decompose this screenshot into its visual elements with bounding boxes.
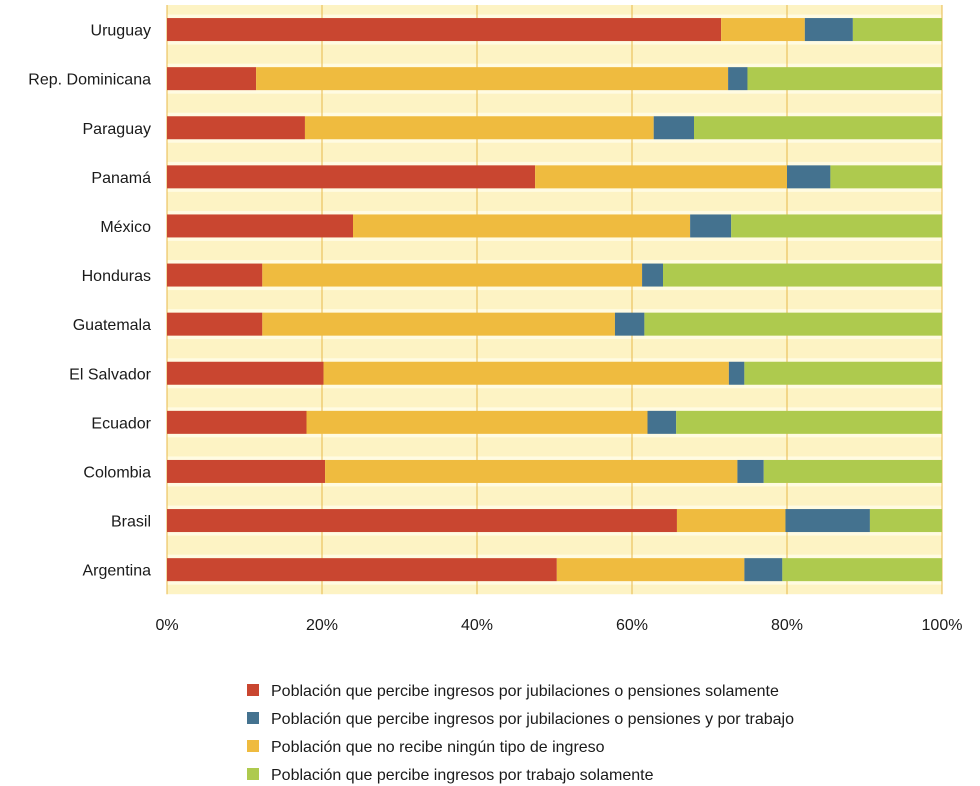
- category-label: Uruguay: [91, 23, 151, 40]
- x-tick-label: 0%: [155, 617, 178, 634]
- bar-segment: [676, 410, 942, 434]
- x-tick-labels: 0% 20% 40% 60% 80% 100%: [155, 617, 962, 634]
- bar-segment: [830, 165, 942, 189]
- bar-segment: [663, 263, 942, 287]
- category-labels: Uruguay Rep. Dominicana Paraguay Panamá Méxi…: [28, 23, 151, 580]
- bar-segment: [304, 116, 654, 140]
- legend-label: Población que percibe ingresos por traba…: [271, 767, 654, 784]
- x-tick-label: 80%: [771, 617, 803, 634]
- bar-segment: [728, 67, 748, 91]
- bar-segment: [262, 263, 643, 287]
- bar-segment: [644, 312, 942, 336]
- bar-segment: [167, 509, 677, 533]
- bar-segment: [647, 410, 677, 434]
- legend-swatch: [247, 684, 259, 696]
- bar-segment: [167, 410, 307, 434]
- bar-segment: [744, 361, 942, 385]
- x-tick-label: 100%: [922, 617, 963, 634]
- legend-label: Población que percibe ingresos por jubil…: [271, 683, 779, 700]
- bar-segment: [556, 558, 745, 582]
- bar-segment: [614, 312, 645, 336]
- legend: Población que percibe ingresos por jubil…: [247, 683, 794, 784]
- bar-segment: [167, 214, 353, 238]
- bar-segment: [323, 361, 729, 385]
- plot-area: [167, 5, 942, 595]
- bar-segment: [306, 410, 648, 434]
- bar-segment: [262, 312, 615, 336]
- bar-segment: [690, 214, 732, 238]
- bar-segment: [167, 165, 536, 189]
- bar-segment: [167, 361, 324, 385]
- bar-segment: [737, 459, 764, 483]
- category-label: Rep. Dominicana: [28, 72, 151, 89]
- bar-segment: [676, 509, 786, 533]
- category-label: Honduras: [82, 268, 151, 285]
- category-label: Panamá: [91, 170, 151, 187]
- bar-segment: [256, 67, 729, 91]
- bar-segment: [167, 67, 257, 91]
- bar-segment: [785, 509, 870, 533]
- bar-segment: [653, 116, 694, 140]
- bar-segment: [535, 165, 787, 189]
- plot-background: [167, 5, 942, 595]
- bar-segment: [869, 509, 942, 533]
- category-label: El Salvador: [69, 366, 151, 383]
- category-label: Ecuador: [91, 415, 151, 432]
- bar-segment: [325, 459, 738, 483]
- bar-segment: [167, 558, 557, 582]
- category-label: Paraguay: [83, 121, 152, 138]
- legend-label: Población que no recibe ningún tipo de i…: [271, 739, 605, 756]
- legend-swatch: [247, 712, 259, 724]
- legend-label: Población que percibe ingresos por jubil…: [271, 711, 794, 728]
- legend-swatch: [247, 768, 259, 780]
- gridlines: [166, 5, 943, 595]
- bar-segment: [747, 67, 942, 91]
- x-tick-label: 60%: [616, 617, 648, 634]
- legend-swatch: [247, 740, 259, 752]
- x-tick-label: 20%: [306, 617, 338, 634]
- bar-segment: [167, 116, 305, 140]
- category-label: Guatemala: [73, 317, 151, 334]
- bar-segment: [782, 558, 942, 582]
- x-tick-label: 40%: [461, 617, 493, 634]
- bar-segment: [744, 558, 783, 582]
- category-label: Brasil: [111, 514, 151, 531]
- bar-segment: [167, 18, 722, 42]
- bar-segment: [721, 18, 805, 42]
- category-label: Colombia: [83, 464, 151, 481]
- bar-segment: [852, 18, 942, 42]
- bar-segment: [787, 165, 831, 189]
- bar-segment: [731, 214, 942, 238]
- bar-segment: [642, 263, 663, 287]
- category-label: Argentina: [83, 563, 152, 580]
- bars: [167, 18, 942, 582]
- bar-segment: [728, 361, 745, 385]
- bar-segment: [167, 312, 263, 336]
- bar-segment: [694, 116, 942, 140]
- bar-segment: [167, 263, 263, 287]
- bar-segment: [353, 214, 691, 238]
- bar-segment: [763, 459, 942, 483]
- bar-segment: [167, 459, 326, 483]
- category-label: México: [100, 219, 151, 236]
- bar-segment: [804, 18, 853, 42]
